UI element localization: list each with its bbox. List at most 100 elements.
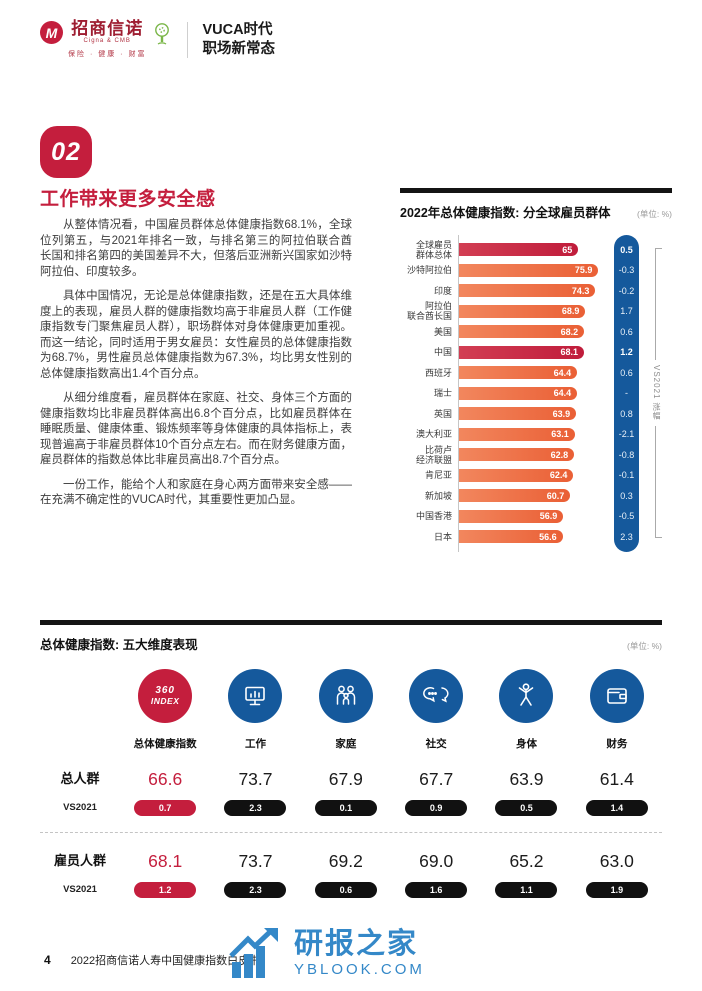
body-icon <box>499 668 554 723</box>
vs-pill-cell: 1.2 <box>120 877 210 903</box>
brand-tagline: 保险 · 健康 · 财富 <box>68 51 147 58</box>
panel-top-rule <box>400 188 672 193</box>
chart-row: 中国香港 56.9 <box>400 506 606 527</box>
column-body: 身体 <box>481 668 571 763</box>
chart-bar-track: 75.9 <box>458 263 606 277</box>
dimension-value: 66.6 <box>148 768 183 789</box>
paragraph: 从细分维度看，雇员群体在家庭、社交、身体三个方面的健康指数均比非雇员群体高出6.… <box>40 392 352 466</box>
header-divider <box>187 21 189 58</box>
chart-bar: 60.7 <box>458 489 571 503</box>
dims-grid: 360 INDEX 总体健康指数 工作 <box>40 668 662 903</box>
chart-bar-value: 64.4 <box>553 388 572 399</box>
chart-bar: 65 <box>458 243 579 257</box>
vs-change-pill: 0.5 <box>495 799 558 816</box>
vs-pill-cell: 2.3 <box>210 795 300 821</box>
chart-row: 比荷卢 经济联盟 62.8 <box>400 445 606 466</box>
chart-row-label: 全球雇员 群体总体 <box>415 239 452 260</box>
dimension-value: 69.0 <box>419 850 454 871</box>
vs-change-pill: 0.1 <box>314 799 377 816</box>
chart-bar-value: 68.9 <box>561 306 580 317</box>
column-label: 财务 <box>606 737 628 750</box>
vs-change-pill: 0.6 <box>314 881 377 898</box>
dimension-value: 65.2 <box>509 850 544 871</box>
chart-bar-track: 63.9 <box>458 407 606 421</box>
watermark: 研报之家 YBLOOK.COM <box>228 928 425 978</box>
vs-axis-label: VS2021 涨幅 <box>652 365 661 422</box>
dimension-value: 73.7 <box>238 768 273 789</box>
dimension-value: 67.7 <box>419 768 454 789</box>
bracket-cap-bottom <box>655 537 662 539</box>
chart-bar-value: 63.1 <box>551 429 569 440</box>
vs-change-value: 0.5 <box>620 244 633 255</box>
chart-bar: 64.4 <box>458 366 578 380</box>
chart-row: 印度 74.3 <box>400 281 606 302</box>
chart-bar-track: 56.9 <box>458 509 606 523</box>
dimension-value: 68.1 <box>148 850 183 871</box>
chart-title: 2022年总体健康指数: 分全球雇员群体 <box>400 205 611 220</box>
group-label: 雇员人群 <box>53 852 106 868</box>
column-family: 家庭 <box>301 668 391 763</box>
dimensions-title-row: 总体健康指数: 五大维度表现 (单位: %) <box>40 634 662 653</box>
brand-text-block: 招商信诺 Cigna & CMB 保险 · 健康 · 财富 <box>68 20 146 59</box>
chart-row-label: 比荷卢 经济联盟 <box>415 444 452 465</box>
bracket-line <box>655 426 656 538</box>
dimensions-title: 总体健康指数: 五大维度表现 <box>40 637 198 652</box>
vs-pill-cell: 0.6 <box>301 877 391 903</box>
chart-bar: 68.2 <box>458 325 585 339</box>
body-text-column: 从整体情况看，中国雇员群体总体健康指数68.1%，全球位列第五，与2021年排名… <box>40 218 352 518</box>
chart-bar-value: 60.7 <box>546 490 565 501</box>
chart-bar-value: 68.1 <box>560 347 578 358</box>
watermark-title: 研报之家 <box>294 927 419 960</box>
vs-change-value: - <box>625 388 628 399</box>
column-social: 社交 <box>391 668 481 763</box>
column-overall: 360 INDEX 总体健康指数 <box>120 668 210 763</box>
watermark-url: YBLOOK.COM <box>294 960 425 978</box>
vs-change-pill: 0.7 <box>134 799 197 816</box>
vs-change-pill: 0.9 <box>405 799 468 816</box>
family-icon <box>318 668 373 723</box>
chart-bar-value: 56.6 <box>539 531 557 542</box>
vs-change-value: -0.1 <box>618 470 635 481</box>
social-icon <box>409 668 464 723</box>
finance-icon <box>589 668 644 723</box>
paragraph: 一份工作，能给个人和家庭在身心两方面带来安全感——在充满不确定性的VUCA时代，… <box>40 478 352 507</box>
chart-bar-value: 62.8 <box>550 449 569 460</box>
vs-change-value: 1.2 <box>620 347 633 358</box>
vs-change-value: 0.6 <box>620 326 633 337</box>
chart-bar-track: 62.8 <box>458 448 606 462</box>
chart-bar-track: 68.9 <box>458 304 606 318</box>
watermark-chart-icon <box>229 928 278 978</box>
column-label: 身体 <box>515 737 537 750</box>
section-title: 工作带来更多安全感 <box>40 189 216 210</box>
column-finance: 财务 <box>572 668 662 763</box>
edition-title: VUCA时代 职场新常态 <box>202 21 275 59</box>
page-footer: 4 2022招商信诺人寿中国健康指数白皮书 <box>44 952 260 968</box>
column-label: 总体健康指数 <box>133 737 197 750</box>
chart-bar: 74.3 <box>458 284 596 298</box>
dimensions-panel: 总体健康指数: 五大维度表现 (单位: %) 360 INDEX 总体健康指数 <box>40 620 662 903</box>
chart-bar: 56.6 <box>458 530 563 544</box>
global-index-chart: 2022年总体健康指数: 分全球雇员群体 (单位: %) 全球雇员 群体总体 65… <box>400 188 672 552</box>
chart-bar: 64.4 <box>458 386 578 400</box>
chart-row: 新加坡 60.7 <box>400 486 606 507</box>
chart-row-label: 中国 <box>433 347 452 358</box>
chart-bar-value: 75.9 <box>574 265 593 276</box>
panel-top-rule <box>40 620 662 625</box>
vs-change-pill: 1.4 <box>585 799 648 816</box>
dimensions-unit-label: (单位: %) <box>627 640 662 651</box>
watermark-text: 研报之家 YBLOOK.COM <box>294 927 425 978</box>
chart-row-label: 澳大利亚 <box>415 429 452 440</box>
vs-change-pill: 1.6 <box>405 881 468 898</box>
index-360-badge: 360 INDEX <box>138 668 193 723</box>
column-label: 工作 <box>244 737 266 750</box>
vs-change-value: 0.6 <box>620 367 633 378</box>
chart-bar-track: 74.3 <box>458 284 606 298</box>
chart-bar-track: 64.4 <box>458 386 606 400</box>
chart-row: 全球雇员 群体总体 65 <box>400 240 606 261</box>
edition-line2: 职场新常态 <box>202 40 275 57</box>
chart-row-label: 英国 <box>433 408 452 419</box>
chart-row-label: 西班牙 <box>424 367 452 378</box>
vs-change-pill: 1.9 <box>585 881 648 898</box>
vs-row-label: VS2021 <box>63 883 97 895</box>
